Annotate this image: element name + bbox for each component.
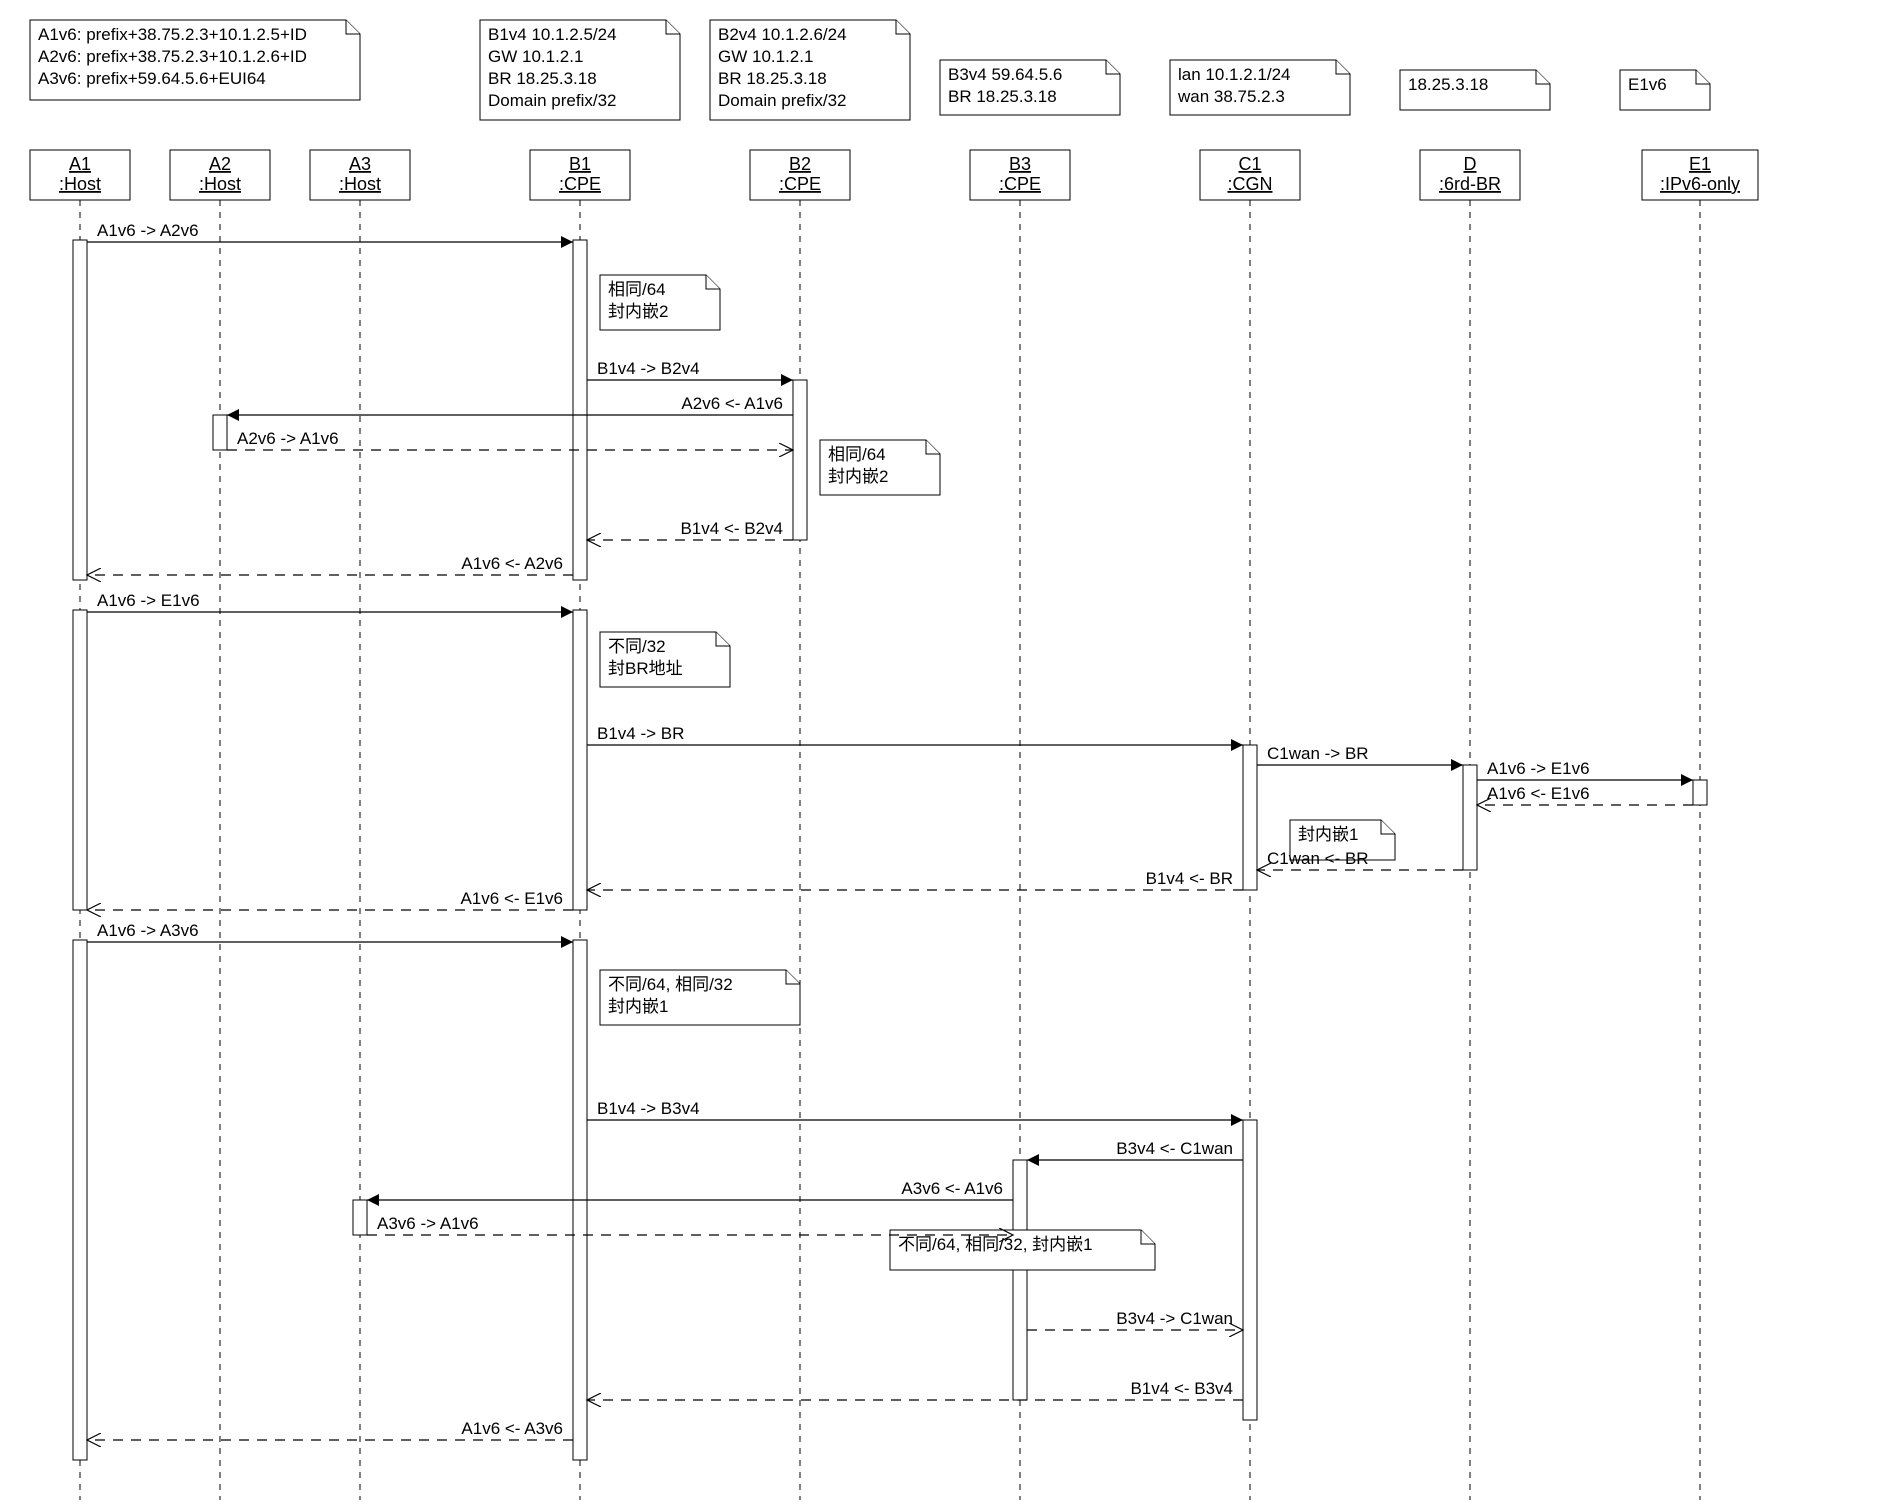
- activation-A1: [73, 940, 87, 1460]
- svg-text:相同/64: 相同/64: [608, 280, 666, 299]
- svg-text:C1: C1: [1238, 154, 1261, 174]
- svg-text:A1v6 <- E1v6: A1v6 <- E1v6: [1487, 784, 1590, 803]
- svg-text:A2v6 <- A1v6: A2v6 <- A1v6: [681, 394, 783, 413]
- svg-text:C1wan -> BR: C1wan -> BR: [1267, 744, 1369, 763]
- svg-text:A1v6 <- A3v6: A1v6 <- A3v6: [461, 1419, 563, 1438]
- svg-text:B3v4 59.64.5.6: B3v4 59.64.5.6: [948, 65, 1062, 84]
- note-n3: 不同/32 封BR地址: [600, 632, 730, 687]
- note-noteB2: B2v4 10.1.2.6/24 GW 10.1.2.1 BR 18.25.3.18…: [710, 20, 910, 120]
- activation-B1: [573, 240, 587, 580]
- note-noteA: A1v6: prefix+38.75.2.3+10.1.2.5+ID A2v6: …: [30, 20, 360, 100]
- svg-text:BR 18.25.3.18: BR 18.25.3.18: [948, 87, 1057, 106]
- svg-text:Domain prefix/32: Domain prefix/32: [488, 91, 617, 110]
- svg-text:相同/64: 相同/64: [828, 445, 886, 464]
- svg-text:B3v4 <- C1wan: B3v4 <- C1wan: [1116, 1139, 1233, 1158]
- note-noteE1: E1v6: [1620, 70, 1710, 110]
- svg-text:A1v6 -> A3v6: A1v6 -> A3v6: [97, 921, 199, 940]
- svg-text::CPE: :CPE: [999, 174, 1041, 194]
- svg-text:A1v6 -> E1v6: A1v6 -> E1v6: [1487, 759, 1590, 778]
- svg-text:封内嵌1: 封内嵌1: [608, 997, 668, 1016]
- svg-text:B1v4 <- B3v4: B1v4 <- B3v4: [1130, 1379, 1233, 1398]
- note-n5: 不同/64, 相同/32 封内嵌1: [600, 970, 800, 1025]
- svg-text:18.25.3.18: 18.25.3.18: [1408, 75, 1488, 94]
- svg-text::CGN: :CGN: [1228, 174, 1273, 194]
- svg-text::Host: :Host: [199, 174, 241, 194]
- svg-text:B1v4 -> BR: B1v4 -> BR: [597, 724, 684, 743]
- activation-B3: [1013, 1160, 1027, 1400]
- svg-text:B3v4 -> C1wan: B3v4 -> C1wan: [1116, 1309, 1233, 1328]
- svg-text:不同/64, 相同/32, 封内嵌1: 不同/64, 相同/32, 封内嵌1: [898, 1235, 1093, 1254]
- activation-A2: [213, 415, 227, 450]
- note-noteB1: B1v4 10.1.2.5/24 GW 10.1.2.1 BR 18.25.3.18…: [480, 20, 680, 120]
- svg-text:B1v4 -> B3v4: B1v4 -> B3v4: [597, 1099, 700, 1118]
- svg-text:A3: A3: [349, 154, 371, 174]
- actor-A3: A3:Host: [310, 150, 410, 1500]
- svg-text:不同/64, 相同/32: 不同/64, 相同/32: [608, 975, 733, 994]
- svg-text:B2v4 10.1.2.6/24: B2v4 10.1.2.6/24: [718, 25, 847, 44]
- actor-B2: B2:CPE: [750, 150, 850, 1500]
- svg-text::Host: :Host: [59, 174, 101, 194]
- svg-text:BR 18.25.3.18: BR 18.25.3.18: [718, 69, 827, 88]
- svg-text:A1v6 -> E1v6: A1v6 -> E1v6: [97, 591, 200, 610]
- svg-text:封内嵌2: 封内嵌2: [608, 302, 668, 321]
- svg-text:C1wan <- BR: C1wan <- BR: [1267, 849, 1369, 868]
- svg-text:A1v6 -> A2v6: A1v6 -> A2v6: [97, 221, 199, 240]
- note-noteB3: B3v4 59.64.5.6 BR 18.25.3.18: [940, 60, 1120, 115]
- activation-A1: [73, 240, 87, 580]
- svg-text:Domain prefix/32: Domain prefix/32: [718, 91, 847, 110]
- svg-text:A1v6 <- A2v6: A1v6 <- A2v6: [461, 554, 563, 573]
- activation-D: [1463, 765, 1477, 870]
- svg-text:BR 18.25.3.18: BR 18.25.3.18: [488, 69, 597, 88]
- note-n1: 相同/64 封内嵌2: [600, 275, 720, 330]
- actor-A2: A2:Host: [170, 150, 270, 1500]
- activation-A1: [73, 610, 87, 910]
- svg-text:GW 10.1.2.1: GW 10.1.2.1: [488, 47, 583, 66]
- svg-text:A2: A2: [209, 154, 231, 174]
- note-n2: 相同/64 封内嵌2: [820, 440, 940, 495]
- svg-text:A2v6: prefix+38.75.2.3+10.1.2.: A2v6: prefix+38.75.2.3+10.1.2.6+ID: [38, 47, 307, 66]
- svg-text::Host: :Host: [339, 174, 381, 194]
- svg-text::6rd-BR: :6rd-BR: [1439, 174, 1501, 194]
- svg-text:A1v6 <- E1v6: A1v6 <- E1v6: [460, 889, 563, 908]
- svg-text:A3v6 -> A1v6: A3v6 -> A1v6: [377, 1214, 479, 1233]
- svg-text:GW 10.1.2.1: GW 10.1.2.1: [718, 47, 813, 66]
- svg-text:不同/32: 不同/32: [608, 637, 666, 656]
- activation-E1: [1693, 780, 1707, 805]
- svg-text:封内嵌2: 封内嵌2: [828, 467, 888, 486]
- svg-text:封BR地址: 封BR地址: [608, 659, 683, 678]
- svg-text:B3: B3: [1009, 154, 1031, 174]
- svg-text:E1v6: E1v6: [1628, 75, 1667, 94]
- svg-text:封内嵌1: 封内嵌1: [1298, 825, 1358, 844]
- svg-text:B1v4 <- BR: B1v4 <- BR: [1146, 869, 1233, 888]
- svg-text::CPE: :CPE: [779, 174, 821, 194]
- svg-text:wan 38.75.2.3: wan 38.75.2.3: [1177, 87, 1285, 106]
- svg-text:E1: E1: [1689, 154, 1711, 174]
- svg-text:B2: B2: [789, 154, 811, 174]
- activation-B2: [793, 380, 807, 540]
- svg-text:D: D: [1464, 154, 1477, 174]
- svg-text:B1v4 10.1.2.5/24: B1v4 10.1.2.5/24: [488, 25, 617, 44]
- svg-text:A3v6 <- A1v6: A3v6 <- A1v6: [901, 1179, 1003, 1198]
- svg-text:A2v6 -> A1v6: A2v6 -> A1v6: [237, 429, 339, 448]
- note-n6: 不同/64, 相同/32, 封内嵌1: [890, 1230, 1155, 1270]
- svg-text::IPv6-only: :IPv6-only: [1660, 174, 1740, 194]
- svg-text:B1: B1: [569, 154, 591, 174]
- sequence-diagram: A1v6: prefix+38.75.2.3+10.1.2.5+ID A2v6: …: [0, 0, 1896, 1512]
- activation-B1: [573, 610, 587, 910]
- note-noteC1: lan 10.1.2.1/24 wan 38.75.2.3: [1170, 60, 1350, 115]
- activation-A3: [353, 1200, 367, 1235]
- actor-E1: E1:IPv6-only: [1642, 150, 1758, 1500]
- activation-C1: [1243, 1120, 1257, 1420]
- svg-text:lan 10.1.2.1/24: lan 10.1.2.1/24: [1178, 65, 1290, 84]
- svg-text::CPE: :CPE: [559, 174, 601, 194]
- svg-text:B1v4 -> B2v4: B1v4 -> B2v4: [597, 359, 700, 378]
- svg-text:A3v6: prefix+59.64.5.6+EUI64: A3v6: prefix+59.64.5.6+EUI64: [38, 69, 266, 88]
- activation-C1: [1243, 745, 1257, 890]
- svg-text:B1v4 <- B2v4: B1v4 <- B2v4: [680, 519, 783, 538]
- svg-text:A1v6: prefix+38.75.2.3+10.1.2.: A1v6: prefix+38.75.2.3+10.1.2.5+ID: [38, 25, 307, 44]
- note-noteD: 18.25.3.18: [1400, 70, 1550, 110]
- svg-text:A1: A1: [69, 154, 91, 174]
